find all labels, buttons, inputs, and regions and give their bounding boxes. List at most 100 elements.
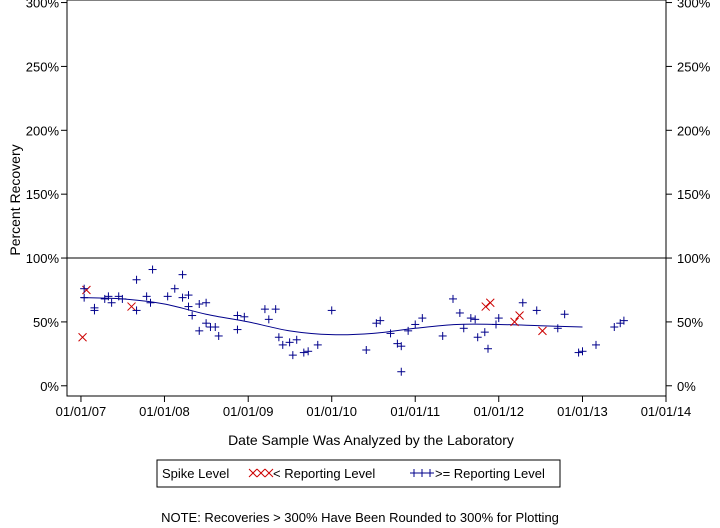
data-point-above-reporting xyxy=(80,284,89,293)
data-point-above-reporting xyxy=(285,338,294,347)
data-point-above-reporting xyxy=(188,311,197,320)
data-point-above-reporting xyxy=(184,291,193,300)
data-point-above-reporting xyxy=(195,326,204,335)
data-point-below-reporting xyxy=(127,302,136,311)
data-point-above-reporting xyxy=(118,294,127,303)
data-point-above-reporting xyxy=(553,324,562,333)
data-point-above-reporting xyxy=(327,306,336,315)
data-point-above-reporting xyxy=(578,347,587,356)
data-point-above-reporting xyxy=(240,312,249,321)
data-point-below-reporting xyxy=(510,317,519,327)
legend-plus-mark xyxy=(418,469,426,477)
data-point-above-reporting xyxy=(80,293,89,302)
x-axis: 01/01/07 01/01/08 01/01/09 01/01/10 01/01/11… xyxy=(56,396,691,419)
y-tick-label-right: 250% xyxy=(677,59,711,74)
data-point-below-reporting xyxy=(78,332,87,342)
data-point-above-reporting xyxy=(170,284,179,293)
data-point-above-reporting xyxy=(132,275,141,284)
legend-plus-mark xyxy=(426,469,434,477)
data-point-above-reporting xyxy=(471,315,480,324)
data-point-above-reporting xyxy=(146,298,155,307)
data-point-above-reporting xyxy=(619,316,628,325)
legend-label-above: >= Reporting Level xyxy=(435,466,545,481)
data-point-above-reporting xyxy=(438,331,447,340)
data-point-above-reporting xyxy=(184,302,193,311)
data-point-below-reporting xyxy=(485,298,495,308)
data-point-above-reporting xyxy=(178,270,187,279)
data-point-above-reporting xyxy=(455,308,464,317)
data-point-above-reporting xyxy=(483,344,492,353)
y-tick-label-right: 0% xyxy=(677,379,696,394)
data-point-above-reporting xyxy=(132,306,141,315)
data-point-above-reporting xyxy=(304,347,313,356)
data-point-above-reporting xyxy=(376,316,385,325)
note-text: NOTE: Recoveries > 300% Have Been Rounde… xyxy=(161,510,559,525)
x-tick-label: 01/01/12 xyxy=(473,404,524,419)
y-tick-label-left: 0% xyxy=(40,379,59,394)
data-point-above-reporting xyxy=(214,331,223,340)
x-axis-title: Date Sample Was Analyzed by the Laborato… xyxy=(228,432,514,448)
data-point-above-reporting xyxy=(492,320,501,329)
legend-symbol-x xyxy=(248,468,274,478)
y-tick-label-left: 250% xyxy=(26,59,60,74)
x-tick-label: 01/01/13 xyxy=(557,404,608,419)
data-point-above-reporting xyxy=(202,319,211,328)
data-point-above-reporting xyxy=(233,311,242,320)
y-tick-label-right: 300% xyxy=(677,0,711,11)
x-tick-label: 01/01/11 xyxy=(390,404,440,419)
y-tick-label-left: 50% xyxy=(33,315,59,330)
data-point-above-reporting xyxy=(195,300,204,309)
y-tick-label-left: 200% xyxy=(26,123,60,138)
data-point-below-reporting xyxy=(538,326,547,336)
y-tick-label-right: 200% xyxy=(677,123,711,138)
x-tick-label: 01/01/07 xyxy=(56,404,107,419)
data-point-above-reporting xyxy=(466,314,475,323)
data-point-above-reporting xyxy=(299,348,308,357)
data-point-above-reporting xyxy=(178,293,187,302)
data-point-above-reporting xyxy=(591,340,600,349)
data-point-above-reporting xyxy=(260,305,269,314)
data-point-above-reporting xyxy=(418,314,427,323)
data-point-above-reporting xyxy=(274,333,283,342)
y-tick-label-right: 100% xyxy=(677,251,711,266)
legend-plus-mark xyxy=(410,469,418,477)
data-point-above-reporting xyxy=(90,306,99,315)
y-tick-label-left: 100% xyxy=(26,251,60,266)
plot-area xyxy=(66,0,667,397)
data-point-above-reporting xyxy=(574,348,583,357)
y-tick-label-left: 300% xyxy=(26,0,60,11)
data-point-above-reporting xyxy=(459,324,468,333)
data-point-above-reporting xyxy=(142,292,151,301)
legend-symbol-plus xyxy=(410,469,434,477)
data-point-above-reporting xyxy=(163,292,172,301)
data-point-above-reporting xyxy=(560,310,569,319)
data-point-above-reporting xyxy=(148,265,157,274)
data-point-above-reporting xyxy=(411,320,420,329)
data-point-above-reporting xyxy=(271,305,280,314)
data-point-above-reporting xyxy=(397,367,406,376)
data-point-above-reporting xyxy=(211,323,220,332)
data-point-above-reporting xyxy=(292,335,301,344)
y-tick-label-right: 150% xyxy=(677,187,711,202)
data-point-above-reporting xyxy=(494,314,503,323)
data-point-above-reporting xyxy=(518,298,527,307)
y-axis: 0% 0% 50% 50% 100% 100% 150% 150% 200% 200% 250% 25… xyxy=(26,0,711,394)
legend-x-mark xyxy=(264,468,274,478)
data-point-below-reporting xyxy=(515,311,524,320)
data-points xyxy=(78,265,628,376)
legend-label-below: < Reporting Level xyxy=(273,466,375,481)
data-point-above-reporting xyxy=(448,294,457,303)
y-axis-title: Percent Recovery xyxy=(7,144,23,255)
legend-title: Spike Level xyxy=(162,466,229,481)
data-point-above-reporting xyxy=(386,329,395,338)
data-point-above-reporting xyxy=(288,351,297,360)
data-point-above-reporting xyxy=(313,340,322,349)
x-tick-label: 01/01/10 xyxy=(306,404,357,419)
y-tick-label-right: 50% xyxy=(677,315,703,330)
data-point-above-reporting xyxy=(278,340,287,349)
legend-x-mark xyxy=(256,468,266,478)
data-point-above-reporting xyxy=(610,323,619,332)
legend-box xyxy=(156,459,561,488)
x-tick-label: 01/01/08 xyxy=(139,404,190,419)
